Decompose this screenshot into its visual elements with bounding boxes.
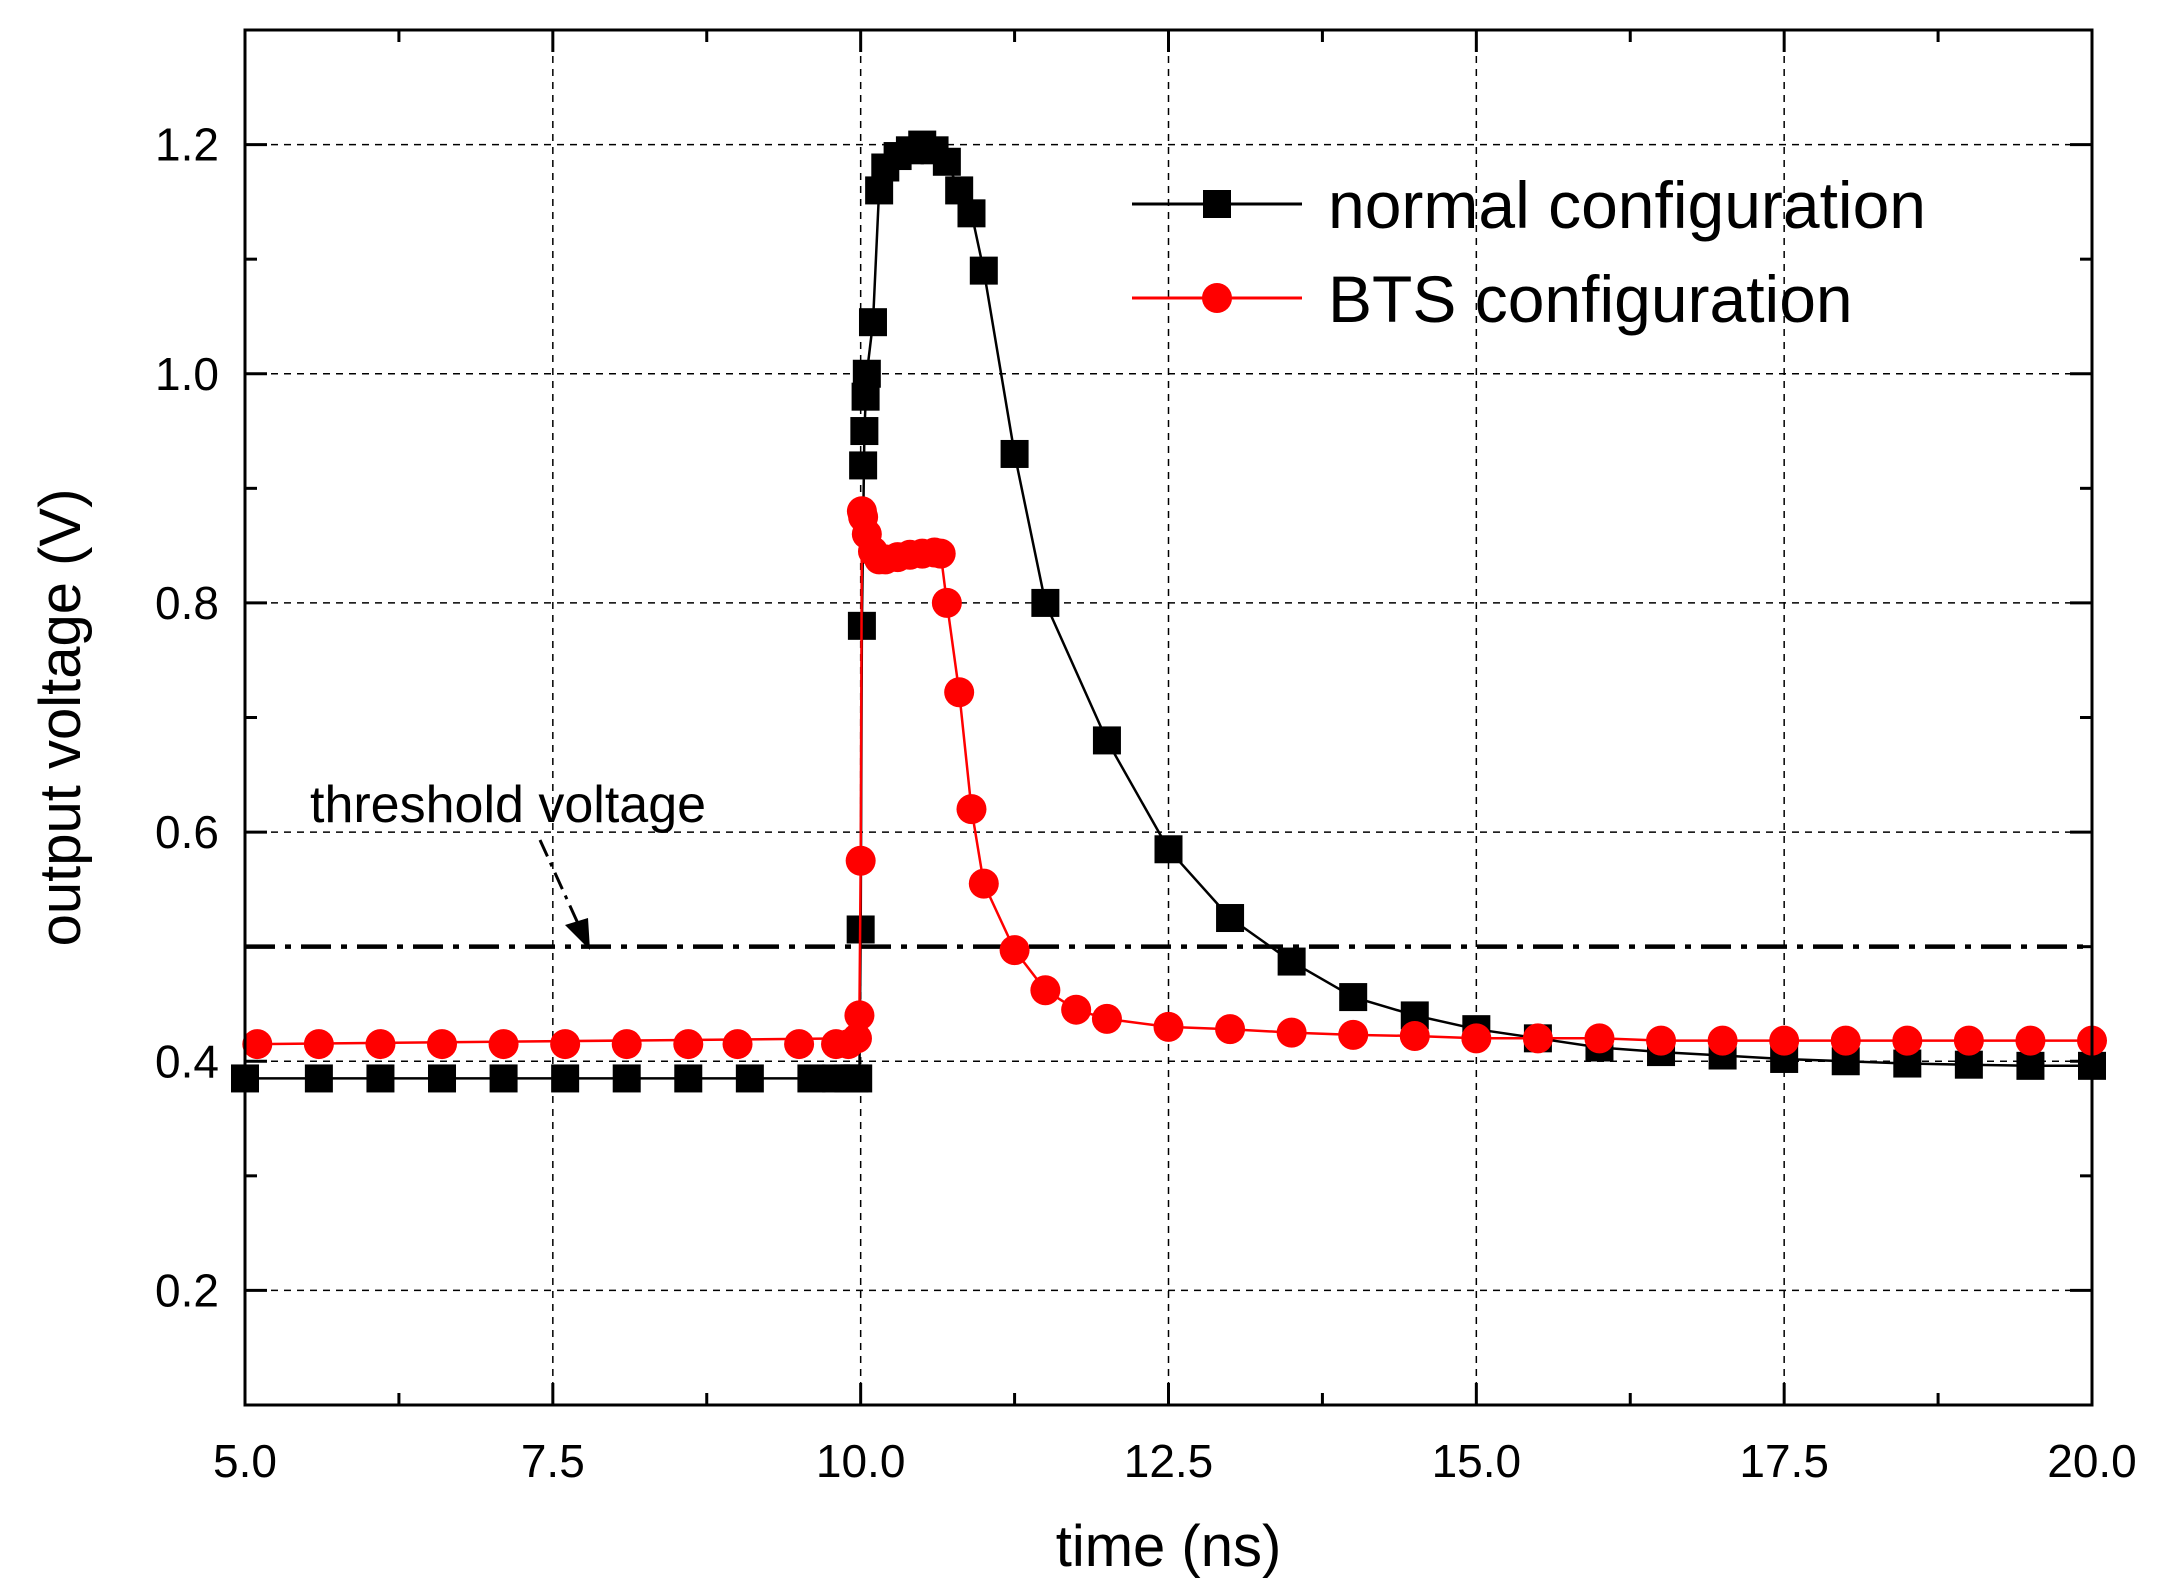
data-point <box>1522 1023 1553 1054</box>
data-point <box>1215 1014 1246 1045</box>
legend-marker-bts <box>1202 283 1232 313</box>
data-point <box>303 1029 334 1060</box>
data-point <box>366 1064 395 1093</box>
threshold-annotation: threshold voltage <box>310 776 706 950</box>
data-point <box>845 845 876 876</box>
y-tick-label: 1.2 <box>155 119 219 171</box>
y-tick-label: 0.8 <box>155 577 219 629</box>
data-point <box>489 1064 518 1093</box>
data-point <box>1092 726 1121 755</box>
data-point <box>849 451 878 480</box>
data-point <box>735 1064 764 1093</box>
data-point <box>844 1000 875 1031</box>
data-point <box>1953 1025 1984 1056</box>
data-point <box>488 1029 519 1060</box>
threshold-label: threshold voltage <box>310 776 706 834</box>
x-tick-label: 15.0 <box>1432 1435 1522 1487</box>
data-point <box>1461 1023 1492 1054</box>
legend-label-normal: normal configuration <box>1328 168 1926 242</box>
data-point <box>932 147 961 176</box>
data-point <box>844 1064 873 1093</box>
series-bts <box>242 496 2107 1060</box>
data-point <box>999 935 1030 966</box>
data-point <box>956 794 987 825</box>
data-point <box>2015 1025 2046 1056</box>
data-point <box>1830 1025 1861 1056</box>
y-tick-label: 0.6 <box>155 806 219 858</box>
data-point <box>365 1029 396 1060</box>
data-point <box>841 1023 872 1054</box>
data-point <box>611 1029 642 1060</box>
annotation-arrow-line <box>538 839 582 929</box>
y-tick-label: 0.2 <box>155 1264 219 1316</box>
data-point <box>1584 1023 1615 1054</box>
legend-entry-normal: normal configuration <box>1132 168 1926 242</box>
data-point <box>1061 994 1092 1025</box>
x-tick-label: 5.0 <box>213 1435 277 1487</box>
data-point <box>1339 983 1368 1012</box>
x-tick-label: 20.0 <box>2047 1435 2137 1487</box>
x-tick-label: 12.5 <box>1124 1435 1214 1487</box>
data-point <box>427 1029 458 1060</box>
data-point <box>674 1064 703 1093</box>
data-point <box>931 587 962 618</box>
legend-marker-normal <box>1203 190 1231 218</box>
data-point <box>1000 439 1029 468</box>
data-point <box>784 1029 815 1060</box>
x-tick-label: 17.5 <box>1739 1435 1829 1487</box>
ticks <box>243 28 2094 1407</box>
data-point <box>1769 1025 1800 1056</box>
data-point <box>1277 947 1306 976</box>
data-point <box>858 308 887 337</box>
data-point <box>550 1029 581 1060</box>
data-point <box>968 868 999 899</box>
data-point <box>612 1064 641 1093</box>
data-point <box>1030 975 1061 1006</box>
data-point <box>969 256 998 285</box>
tick-labels: 5.0 7.5 10.0 12.5 15.0 17.5 20.0 0.2 0.4 0.6 0.8 1.… <box>155 119 2137 1487</box>
data-point <box>797 1064 826 1093</box>
x-tick-label: 10.0 <box>816 1435 906 1487</box>
data-point <box>1276 1017 1307 1048</box>
data-point <box>944 677 975 708</box>
grid <box>245 30 2092 1405</box>
data-point <box>242 1029 273 1060</box>
data-point <box>850 417 879 446</box>
data-point <box>1153 1011 1184 1042</box>
data-point <box>722 1029 753 1060</box>
data-point <box>304 1064 333 1093</box>
data-point <box>1031 588 1060 617</box>
y-axis-title: output voltage (V) <box>28 489 93 947</box>
data-point <box>852 359 881 388</box>
data-point <box>1154 835 1183 864</box>
data-point <box>957 199 986 228</box>
data-point <box>1892 1025 1923 1056</box>
legend-label-bts: BTS configuration <box>1328 262 1853 336</box>
data-point <box>1338 1019 1369 1050</box>
data-point <box>673 1029 704 1060</box>
data-point <box>1646 1025 1677 1056</box>
data-point <box>1091 1003 1122 1034</box>
data-point <box>925 538 956 569</box>
series-group <box>231 130 2107 1093</box>
legend: normal configuration BTS configuration <box>1132 168 1926 336</box>
y-tick-label: 1.0 <box>155 348 219 400</box>
y-tick-label: 0.4 <box>155 1035 219 1087</box>
x-tick-label: 7.5 <box>521 1435 585 1487</box>
annotation-arrowhead <box>565 918 590 950</box>
data-point <box>551 1064 580 1093</box>
x-axis-title: time (ns) <box>1056 1514 1282 1579</box>
data-point <box>1707 1025 1738 1056</box>
data-point <box>2016 1051 2045 1080</box>
data-point <box>1399 1021 1430 1052</box>
data-point <box>1216 904 1245 933</box>
legend-entry-bts: BTS configuration <box>1132 262 1853 336</box>
data-point <box>428 1064 457 1093</box>
